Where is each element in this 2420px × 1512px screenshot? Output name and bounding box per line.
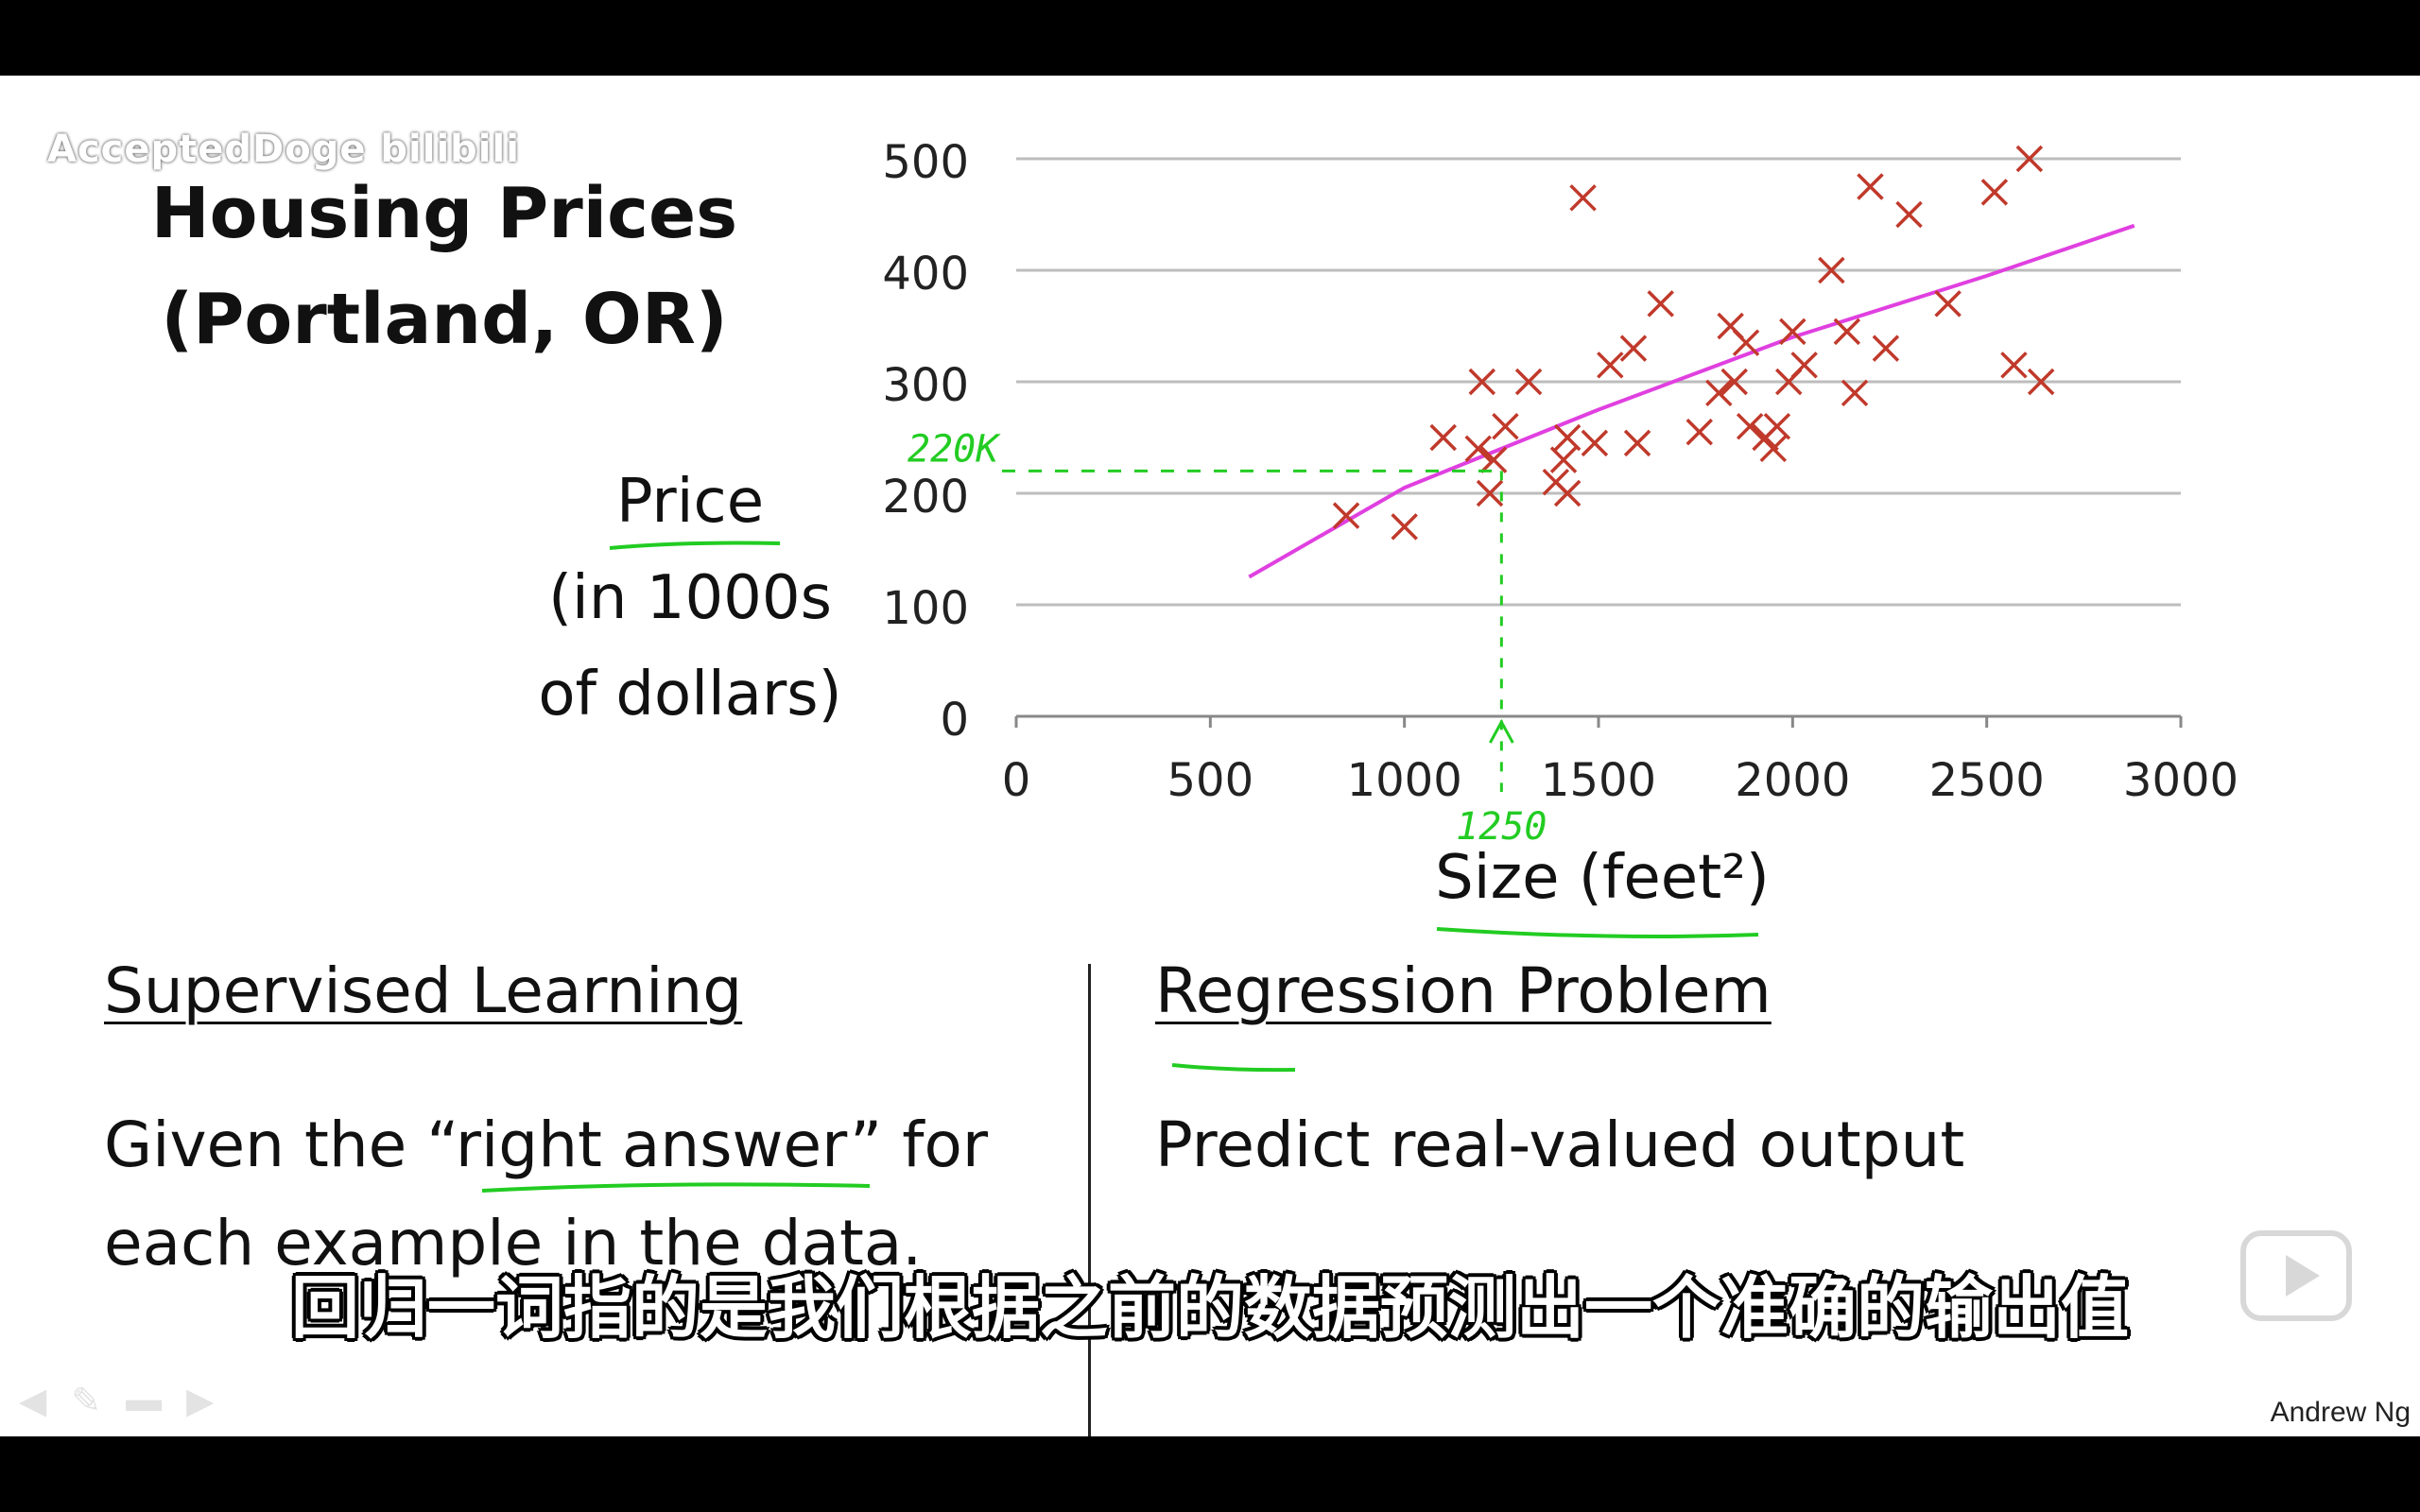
bottom-letterbox: [0, 1436, 2420, 1512]
data-point: [2015, 145, 2044, 173]
text-highlights: [481, 1063, 1296, 1193]
data-point: [1872, 335, 1900, 362]
data-point: [1818, 256, 1845, 284]
title-line-2: (Portland, OR): [161, 279, 728, 360]
data-point: [1790, 352, 1818, 379]
data-point: [1429, 423, 1457, 452]
data-point: [1549, 446, 1578, 473]
points-layer: [1332, 145, 2055, 541]
data-point: [1736, 412, 1764, 440]
pen-icon[interactable]: ✎: [71, 1382, 102, 1421]
data-point: [1779, 318, 1806, 346]
tick-layer: 0 100 200 300 400 500 0 500 1000 1500 2000 2500 3000: [882, 136, 2238, 807]
data-point: [2027, 368, 2055, 396]
x-tick-label: 2000: [1735, 754, 1850, 807]
data-point: [1391, 513, 1418, 541]
data-point: [1647, 290, 1674, 318]
data-point: [1464, 435, 1492, 463]
data-point: [1685, 418, 1714, 446]
y-tick-label: 200: [882, 471, 969, 524]
data-point: [1732, 329, 1760, 356]
data-point: [1492, 412, 1519, 440]
y-tick-label: 300: [882, 359, 969, 412]
data-point: [1476, 479, 1504, 507]
data-point: [1332, 502, 1360, 529]
annotation-arrow: [1489, 718, 1514, 744]
data-point: [1581, 429, 1609, 457]
x-tick-label: 500: [1167, 754, 1254, 807]
author-credit: Andrew Ng: [2270, 1397, 2411, 1428]
fit-line-layer: [1248, 223, 2135, 579]
top-letterbox: [0, 0, 2420, 76]
menu-icon[interactable]: ▬: [126, 1380, 163, 1419]
x-tick-label: 0: [1002, 754, 1031, 807]
column-divider: [1088, 964, 1091, 1436]
y-tick-label: 0: [940, 694, 969, 747]
video-subtitle: 回归一词指的是我们根据之前的数据预测出一个准确的输出值: [290, 1268, 2129, 1348]
x-tick-label: 3000: [2123, 754, 2238, 807]
size-annotation: 1250: [1456, 805, 1547, 849]
y-tick-label: 500: [882, 136, 969, 189]
data-point: [1763, 412, 1791, 440]
data-point: [1553, 479, 1582, 507]
watermark: AcceptedDoge bilibili: [47, 128, 520, 171]
annotation-layer: 220K 1250: [908, 427, 1547, 849]
data-point: [1623, 429, 1651, 457]
x-axis-label: Size (feet²): [1435, 843, 1770, 913]
data-point: [2000, 352, 2028, 379]
supervised-learning-body: Given the “right answer” for each exampl…: [104, 1096, 988, 1293]
lecture-slide: AcceptedDoge bilibili Housing Prices (Po…: [0, 76, 2420, 1436]
x-tick-label: 1500: [1541, 754, 1656, 807]
data-point: [1514, 368, 1543, 396]
y-tick-label: 100: [882, 582, 969, 635]
title-line-1: Housing Prices: [150, 173, 738, 254]
y-label-underline: [609, 541, 781, 550]
play-icon[interactable]: [2240, 1230, 2352, 1321]
housing-chart: 0 100 200 300 400 500 0 500 1000 1500 2000 2500 3000…: [609, 136, 2238, 938]
back-icon[interactable]: ◀: [19, 1382, 47, 1421]
grid-layer: [1014, 157, 2183, 728]
data-point: [1705, 379, 1733, 407]
y-tick-label: 400: [882, 248, 969, 301]
data-point: [1841, 379, 1869, 407]
data-point: [1934, 290, 1962, 318]
y-label-line-1: Price: [615, 467, 765, 537]
data-point: [1619, 335, 1648, 362]
data-point: [1857, 173, 1884, 200]
data-point: [1569, 184, 1597, 212]
data-point: [1468, 368, 1496, 396]
data-point: [1597, 352, 1624, 379]
price-annotation: 220K: [908, 427, 1001, 471]
regression-underline: [1171, 1063, 1296, 1073]
forward-icon[interactable]: ▶: [186, 1382, 215, 1421]
y-label-line-2: (in 1000s: [548, 563, 832, 633]
slide-title: Housing Prices (Portland, OR): [142, 161, 747, 372]
data-point: [1479, 446, 1508, 473]
data-point: [1720, 368, 1748, 396]
y-axis-label: Price (in 1000s of dollars): [510, 454, 870, 743]
body-line-2: each example in the data.: [104, 1207, 923, 1280]
regression-fit-line: [1248, 223, 2135, 579]
x-tick-label: 2500: [1929, 754, 2045, 807]
data-point: [1895, 200, 1923, 229]
slide-controls: ◀ ✎ ▬ ▶: [19, 1380, 214, 1422]
y-label-line-3: of dollars): [538, 660, 842, 730]
supervised-learning-heading: Supervised Learning: [104, 954, 743, 1027]
data-point: [1980, 179, 2009, 206]
body-line-1: Given the “right answer” for: [104, 1108, 988, 1181]
x-tick-label: 1000: [1347, 754, 1462, 807]
right-answer-underline: [481, 1182, 871, 1193]
regression-problem-heading: Regression Problem: [1155, 954, 1772, 1027]
regression-problem-body: Predict real-valued output: [1155, 1108, 1965, 1181]
data-point: [1759, 435, 1788, 463]
data-point: [1833, 318, 1861, 346]
data-point: [1553, 423, 1582, 452]
x-label-underline: [1436, 927, 1759, 938]
